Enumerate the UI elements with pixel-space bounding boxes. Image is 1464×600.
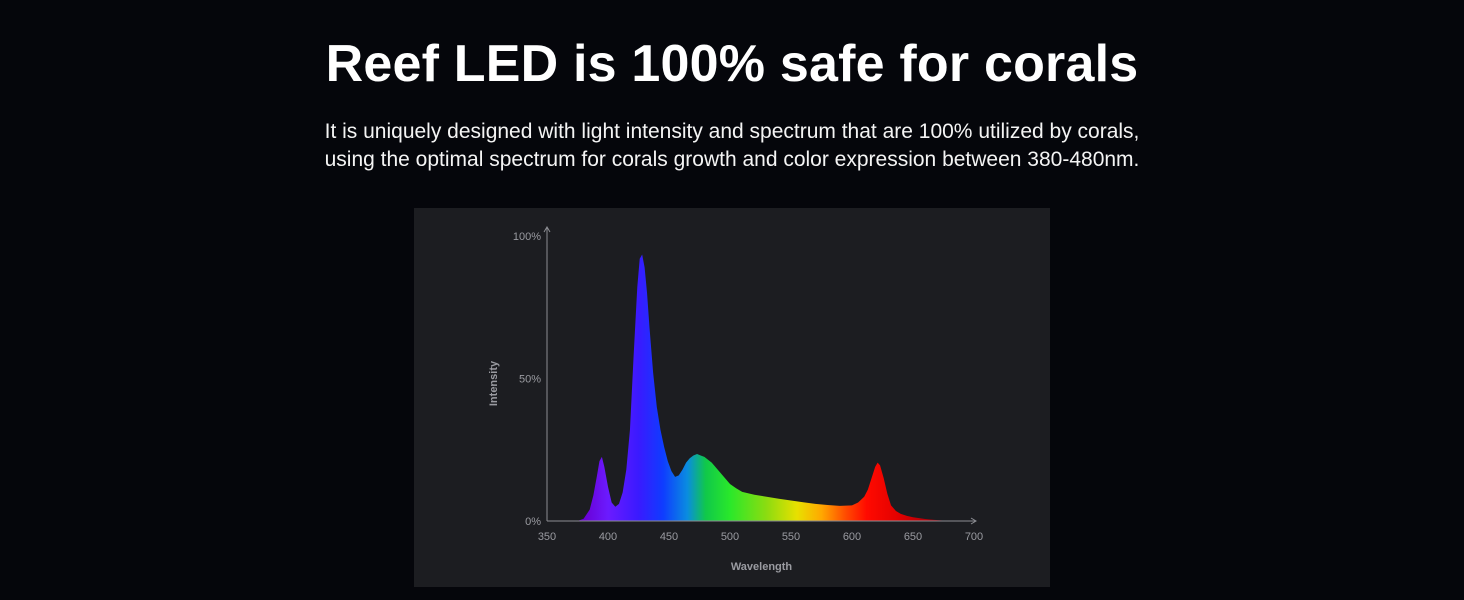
x-axis-arrow <box>970 517 977 525</box>
x-axis-label: Wavelength <box>731 561 793 573</box>
y-axis-arrow <box>543 226 551 233</box>
chart-marks <box>577 254 950 521</box>
y-tick-label-100pct: 100% <box>513 231 541 243</box>
spectrum-chart: 350 400 450 500 550 600 650 700 0% 50% 100% Wavele… <box>488 226 983 573</box>
x-tick-label-700: 700 <box>965 531 983 543</box>
chart-ticks: 350 400 450 500 550 600 650 700 0% 50% 100% <box>513 231 983 543</box>
subtitle-line-2: using the optimal spectrum for corals gr… <box>324 148 1140 171</box>
y-tick-label-0pct: 0% <box>525 516 541 528</box>
page-title: Reef LED is 100% safe for corals <box>325 35 1139 93</box>
spectrum-chart-panel: 350 400 450 500 550 600 650 700 0% 50% 100% Wavele… <box>414 208 1050 587</box>
chart-axes <box>543 226 977 525</box>
x-tick-label-500: 500 <box>721 531 739 543</box>
x-tick-label-550: 550 <box>782 531 800 543</box>
x-tick-label-450: 450 <box>660 531 678 543</box>
x-tick-label-600: 600 <box>843 531 861 543</box>
x-tick-label-650: 650 <box>904 531 922 543</box>
x-tick-label-400: 400 <box>599 531 617 543</box>
spectrum-area-series-0 <box>577 254 950 521</box>
y-axis-label: Intensity <box>488 360 500 406</box>
subtitle-line-1: It is uniquely designed with light inten… <box>324 120 1140 143</box>
y-tick-label-50pct: 50% <box>519 374 541 386</box>
x-tick-label-350: 350 <box>538 531 556 543</box>
